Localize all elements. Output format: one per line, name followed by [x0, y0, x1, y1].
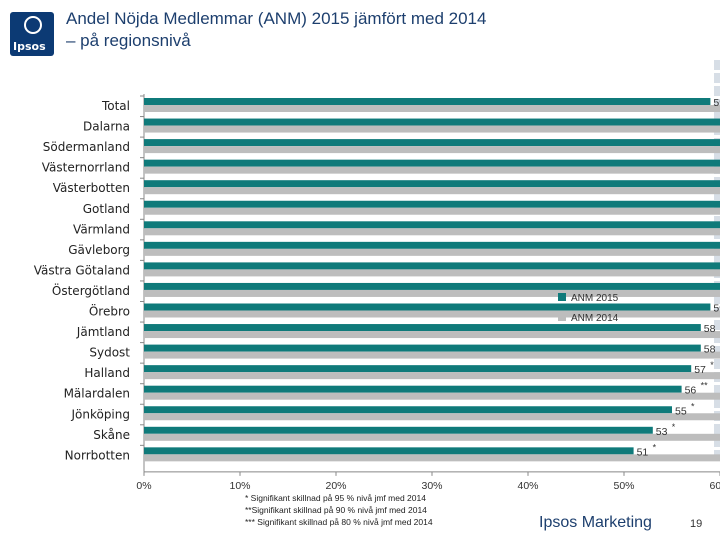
page-title: Andel Nöjda Medlemmar (ANM) 2015 jämfört… — [66, 8, 666, 52]
data-label-2015: 57 — [694, 364, 706, 376]
bar-2014 — [144, 372, 720, 380]
footnote-90: **Signifikant skillnad på 90 % nivå jmf … — [245, 505, 427, 515]
category-label: Halland — [84, 366, 130, 380]
x-tick-label: 40% — [517, 480, 538, 492]
data-label-2015: 58 — [704, 323, 716, 335]
data-label-2015: 59 — [713, 303, 720, 315]
bar-2015 — [144, 324, 701, 332]
footnote-80: *** Signifikant skillnad på 80 % nivå jm… — [245, 517, 433, 527]
decorative-stripe — [714, 60, 720, 460]
data-label-2015: 58 — [704, 344, 716, 356]
legend-swatch-2014 — [558, 313, 566, 321]
bar-2014 — [144, 166, 720, 174]
legend-label-2015: ANM 2015 — [571, 293, 619, 304]
category-label: Örebro — [89, 303, 130, 319]
bar-2015 — [144, 159, 720, 167]
bar-2015 — [144, 118, 720, 126]
footnotes: * Signifikant skillnad på 95 % nivå jmf … — [245, 492, 433, 528]
bar-2015 — [144, 447, 634, 455]
category-label: Norrbotten — [65, 448, 130, 462]
bar-2014 — [144, 187, 720, 195]
title-line-1: Andel Nöjda Medlemmar (ANM) 2015 jämfört… — [66, 9, 487, 28]
bar-2014 — [144, 125, 720, 133]
title-line-2: – på regionsnivå — [66, 31, 191, 50]
bar-2014 — [144, 228, 720, 236]
data-label-2015: 59 — [713, 97, 720, 109]
bar-2015 — [144, 426, 653, 434]
category-label: Södermanland — [43, 140, 130, 154]
data-label-2015: 53 — [656, 426, 668, 438]
bar-2014 — [144, 289, 720, 297]
bar-2015 — [144, 180, 720, 188]
x-tick-label: 10% — [229, 480, 250, 492]
x-tick-label: 20% — [325, 480, 346, 492]
footnote-95: * Signifikant skillnad på 95 % nivå jmf … — [245, 493, 426, 503]
category-label: Jämtland — [76, 325, 130, 339]
bar-2014 — [144, 433, 720, 441]
bar-2015 — [144, 139, 720, 147]
ipsos-logo: Ipsos — [10, 12, 54, 56]
bar-2014 — [144, 413, 720, 421]
bar-2014 — [144, 331, 720, 339]
category-label: Jönköping — [70, 407, 130, 421]
category-label: Dalarna — [83, 120, 130, 134]
category-label: Mälardalen — [64, 387, 130, 401]
category-label: Sydost — [89, 346, 130, 360]
bar-2014 — [144, 248, 720, 256]
legend-swatch-2015 — [558, 293, 566, 301]
data-label-2015: 55 — [675, 405, 687, 417]
category-label: Östergötland — [52, 282, 130, 298]
logo-circle — [24, 16, 42, 34]
data-label-2015: 51 — [637, 446, 649, 458]
x-tick-label: 30% — [421, 480, 442, 492]
bar-2014 — [144, 105, 720, 112]
category-label: Gävleborg — [68, 243, 130, 257]
x-tick-label: 60% — [709, 480, 720, 492]
bar-2015 — [144, 303, 711, 311]
bar-2015 — [144, 365, 692, 373]
bar-2015 — [144, 221, 720, 229]
bar-2014 — [144, 146, 720, 154]
bar-2015 — [144, 344, 701, 352]
category-label: Västernorrland — [42, 161, 130, 175]
category-label: Värmland — [73, 222, 130, 236]
bar-2014 — [144, 269, 720, 277]
category-label: Skåne — [93, 428, 130, 442]
bar-2014 — [144, 310, 720, 318]
significance-marker: ** — [701, 381, 709, 391]
significance-marker: * — [691, 401, 695, 411]
category-label: Total — [101, 99, 130, 113]
bar-2015 — [144, 262, 720, 270]
bar-2015 — [144, 98, 711, 105]
page-number: 19 — [690, 518, 703, 530]
category-label: Gotland — [83, 202, 130, 216]
bar-2014 — [144, 207, 720, 215]
brand-footer: Ipsos Marketing — [539, 514, 652, 531]
bar-2014 — [144, 392, 720, 400]
significance-marker: * — [672, 422, 676, 432]
logo-wordmark: Ipsos — [13, 40, 46, 53]
category-label: Västra Götaland — [34, 263, 130, 277]
x-tick-label: 50% — [613, 480, 634, 492]
category-label: Västerbotten — [53, 181, 130, 195]
bar-2015 — [144, 282, 720, 290]
bar-2015 — [144, 406, 672, 414]
legend-label-2014: ANM 2014 — [571, 313, 619, 324]
bar-2015 — [144, 385, 682, 393]
bar-2015 — [144, 241, 720, 249]
bar-2015 — [144, 200, 720, 208]
significance-marker: * — [653, 442, 657, 452]
significance-marker: * — [710, 360, 714, 370]
x-tick-label: 0% — [136, 480, 151, 492]
data-label-2015: 56 — [685, 385, 697, 397]
bar-2014 — [144, 351, 720, 359]
bar-2014 — [144, 454, 720, 462]
